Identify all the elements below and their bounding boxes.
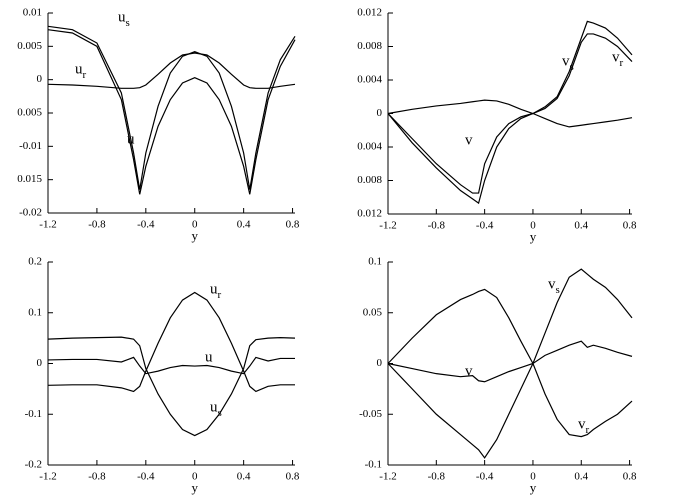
series-label: vr xyxy=(612,49,624,68)
series-label: v xyxy=(465,363,473,379)
y-tick-label: -0.1 xyxy=(365,459,382,471)
x-tick-label: -0.4 xyxy=(137,471,155,483)
series-label: v xyxy=(465,132,473,148)
series-line xyxy=(387,20,633,205)
y-tick-label: 0 xyxy=(377,357,383,369)
x-tick-label: 0.4 xyxy=(237,219,251,231)
x-tick-label: 0.4 xyxy=(237,471,251,483)
y-tick-label: -0.01 xyxy=(19,140,42,152)
x-tick-label: -1.2 xyxy=(379,220,396,232)
series-line xyxy=(47,29,296,195)
y-tick-label: 0 xyxy=(37,357,43,369)
y-tick-label: 0.008 xyxy=(357,40,382,52)
x-axis-label: y xyxy=(191,480,198,495)
x-tick-label: -0.8 xyxy=(428,220,446,232)
x-tick-label: -0.4 xyxy=(137,219,155,231)
y-tick-label: 0.1 xyxy=(28,306,42,318)
y-tick-label: -0.1 xyxy=(25,408,42,420)
series-line xyxy=(47,356,295,375)
y-tick-label: 0.01 xyxy=(23,7,42,19)
x-tick-label: 0 xyxy=(192,219,198,231)
x-tick-label: 0 xyxy=(192,471,198,483)
y-tick-label: 0.2 xyxy=(28,256,42,268)
series-label-subscript: r xyxy=(83,69,87,81)
series-label-subscript: r xyxy=(218,289,222,301)
series-line xyxy=(47,291,295,393)
series-line xyxy=(47,52,296,89)
y-tick-label: 0.1 xyxy=(368,256,382,268)
y-tick-label: 0.005 xyxy=(17,107,42,119)
x-axis-label: y xyxy=(191,228,198,243)
x-tick-label: 0.8 xyxy=(623,471,637,483)
series-label-subscript: s xyxy=(556,284,560,296)
y-tick-label: 0 xyxy=(37,73,43,85)
series-line xyxy=(387,268,633,365)
x-tick-label: 0 xyxy=(530,471,536,483)
series-line xyxy=(47,25,296,190)
series-label-subscript: s xyxy=(218,407,222,419)
y-tick-label: 0.008 xyxy=(357,174,382,186)
x-tick-label: -1.2 xyxy=(379,471,396,483)
x-tick-label: 0.4 xyxy=(574,471,588,483)
series-label: vs xyxy=(562,53,574,72)
series-line xyxy=(387,99,633,128)
x-tick-label: 0.8 xyxy=(286,219,300,231)
y-tick-label: 0.015 xyxy=(17,173,42,185)
x-tick-label: -1.2 xyxy=(39,219,56,231)
series-label-subscript: s xyxy=(570,61,574,73)
series-label-subscript: s xyxy=(126,17,130,29)
series-label: us xyxy=(118,9,130,28)
series-line xyxy=(47,336,296,437)
series-label: vs xyxy=(548,276,560,295)
x-tick-label: -0.8 xyxy=(88,471,106,483)
x-tick-label: -0.4 xyxy=(476,220,494,232)
series-label: us xyxy=(210,399,222,418)
series-label-subscript: r xyxy=(620,57,624,69)
y-tick-label: 0 xyxy=(377,107,383,119)
series-label: u xyxy=(127,131,135,147)
y-tick-label: 0.004 xyxy=(357,141,382,153)
x-tick-label: 0.8 xyxy=(286,471,300,483)
series-line xyxy=(387,361,633,459)
series-label-subscript: r xyxy=(586,424,590,436)
y-tick-label: 0.012 xyxy=(357,208,382,220)
series-label: ur xyxy=(75,61,87,80)
x-tick-label: -0.4 xyxy=(476,471,494,483)
y-tick-label: 0.012 xyxy=(357,7,382,19)
y-tick-label: -0.2 xyxy=(25,459,42,471)
y-tick-label: -0.02 xyxy=(19,207,42,219)
y-tick-label: 0.005 xyxy=(17,40,42,52)
x-tick-label: -1.2 xyxy=(39,471,56,483)
series-line xyxy=(387,340,633,383)
y-tick-label: -0.05 xyxy=(359,408,382,420)
series-label: ur xyxy=(210,281,222,300)
series-label: vr xyxy=(578,416,590,435)
x-axis-label: y xyxy=(530,480,537,495)
x-tick-label: -0.8 xyxy=(88,219,106,231)
x-axis-label: y xyxy=(530,229,537,244)
series-line xyxy=(387,33,633,194)
x-tick-label: 0.4 xyxy=(574,220,588,232)
y-tick-label: 0.004 xyxy=(357,74,382,86)
y-tick-label: 0.05 xyxy=(363,306,383,318)
x-tick-label: 0.8 xyxy=(623,220,637,232)
x-tick-label: 0 xyxy=(530,220,536,232)
x-tick-label: -0.8 xyxy=(428,471,446,483)
series-label: u xyxy=(205,349,213,365)
